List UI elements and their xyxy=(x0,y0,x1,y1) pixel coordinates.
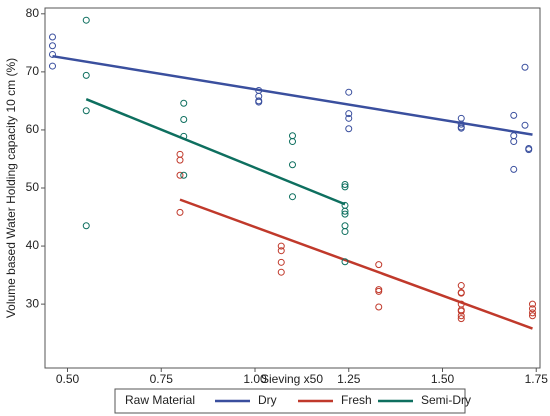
point xyxy=(345,110,353,118)
point xyxy=(289,138,296,146)
point xyxy=(277,247,285,255)
point xyxy=(510,132,518,140)
y-tick-label: 80 xyxy=(26,6,40,20)
point xyxy=(82,16,90,24)
point xyxy=(457,315,465,323)
point xyxy=(180,171,188,179)
point xyxy=(510,138,518,146)
point xyxy=(457,289,465,297)
point xyxy=(341,258,349,266)
point xyxy=(255,98,263,106)
point xyxy=(375,303,383,311)
point xyxy=(345,114,353,122)
point xyxy=(277,258,285,266)
point xyxy=(82,71,90,79)
point xyxy=(345,125,353,133)
point xyxy=(176,171,184,179)
point xyxy=(341,183,349,191)
point xyxy=(49,33,56,41)
legend-label: Dry xyxy=(258,393,277,407)
point xyxy=(529,300,536,308)
point xyxy=(457,114,465,122)
point xyxy=(457,312,465,320)
x-tick-label: 1.75 xyxy=(525,372,549,386)
point xyxy=(510,165,518,173)
point xyxy=(82,222,90,230)
legend-label: Semi-Dry xyxy=(421,393,471,407)
point xyxy=(375,261,383,269)
point xyxy=(457,282,465,290)
point xyxy=(176,150,184,158)
fit-line xyxy=(179,198,533,330)
point xyxy=(529,309,536,317)
point xyxy=(341,207,349,215)
x-tick-label: 1.50 xyxy=(431,372,455,386)
point xyxy=(341,210,349,218)
plot-frame xyxy=(44,7,541,369)
x-tick-label: 0.75 xyxy=(150,372,174,386)
y-tick-label: 70 xyxy=(26,64,40,78)
fit-line xyxy=(85,98,346,206)
point xyxy=(457,124,465,132)
legend-title: Raw Material xyxy=(125,393,195,407)
x-axis-label: Sieving x50 xyxy=(261,372,323,386)
y-tick-label: 40 xyxy=(26,238,40,252)
y-tick-label: 50 xyxy=(26,180,40,194)
point xyxy=(82,107,90,115)
point xyxy=(529,305,536,313)
point xyxy=(176,208,184,216)
point xyxy=(180,99,188,107)
point xyxy=(49,62,56,70)
point xyxy=(341,181,349,189)
point xyxy=(49,42,56,50)
legend-label: Fresh xyxy=(341,393,372,407)
point xyxy=(289,132,296,140)
legend-box xyxy=(114,388,466,414)
point xyxy=(289,161,296,169)
x-tick-label: 0.50 xyxy=(56,372,80,386)
point xyxy=(277,242,285,250)
point xyxy=(510,111,518,119)
y-tick-label: 60 xyxy=(26,122,40,136)
point xyxy=(176,156,184,164)
point xyxy=(345,88,353,96)
point xyxy=(180,115,188,123)
point xyxy=(341,228,349,236)
point xyxy=(525,146,533,154)
point xyxy=(457,307,465,315)
point xyxy=(529,312,536,320)
x-tick-label: 1.25 xyxy=(337,372,361,386)
point xyxy=(289,193,296,201)
y-tick-label: 30 xyxy=(26,296,40,310)
point xyxy=(375,287,383,295)
point xyxy=(341,222,349,230)
x-tick-label: 1.00 xyxy=(243,372,267,386)
fit-line xyxy=(52,54,533,136)
y-axis-label: Volume based Water Holding capacity 10 c… xyxy=(4,58,18,318)
point xyxy=(521,121,529,129)
point xyxy=(277,268,285,276)
point xyxy=(521,63,529,71)
